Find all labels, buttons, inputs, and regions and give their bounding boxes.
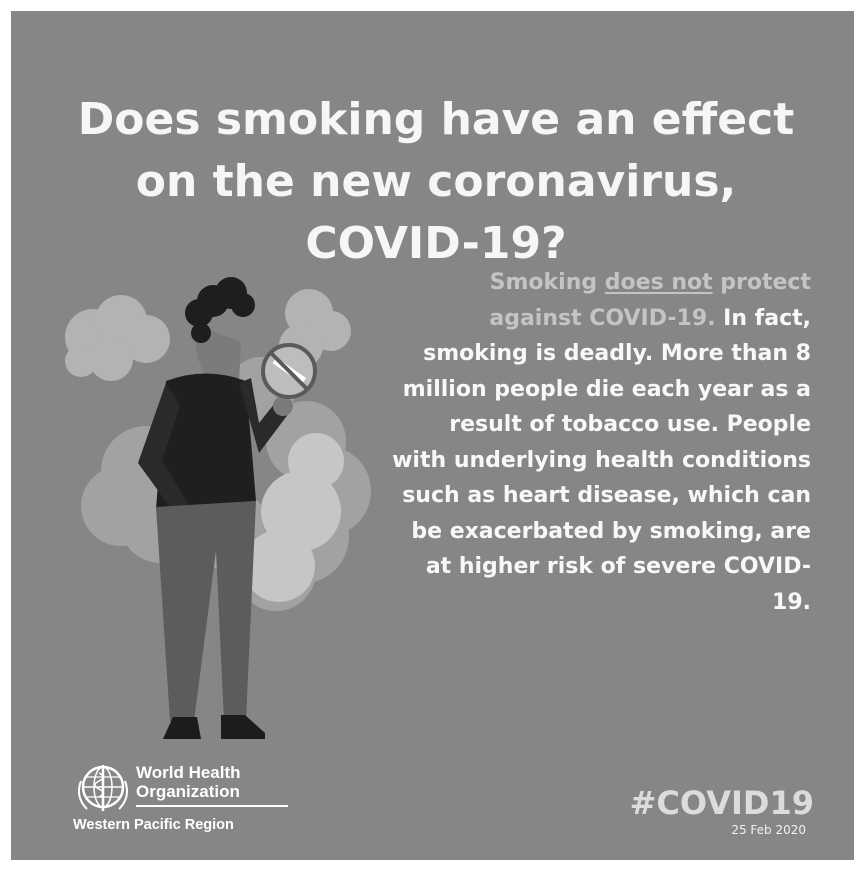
person-left-shoe bbox=[163, 717, 201, 739]
who-org-name-line2: Organization bbox=[136, 782, 240, 801]
poster-title: Does smoking have an effect on the new c… bbox=[77, 94, 795, 269]
body-highlight-start: Smoking bbox=[489, 270, 605, 295]
person-left-arm bbox=[138, 383, 190, 518]
who-logo: World Health Organization Western Pacifi… bbox=[73, 759, 288, 839]
publish-date: 25 Feb 2020 bbox=[731, 823, 806, 837]
smoking-person-illustration bbox=[65, 277, 371, 739]
who-divider bbox=[136, 805, 288, 807]
infographic-poster: Does smoking have an effect on the new c… bbox=[11, 11, 854, 860]
person-right-arm bbox=[239, 378, 289, 453]
who-region: Western Pacific Region bbox=[73, 817, 234, 833]
smoke-cloud-light bbox=[243, 433, 344, 602]
who-org-name: World Health Organization bbox=[136, 763, 241, 801]
body-main-text: In fact, smoking is deadly. More than 8 … bbox=[392, 305, 811, 615]
body-text: Smoking does not protect against COVID-1… bbox=[391, 265, 811, 620]
who-org-name-line1: World Health bbox=[136, 763, 241, 782]
body-highlight-underlined: does not bbox=[604, 270, 713, 295]
no-smoking-icon bbox=[261, 343, 317, 399]
person-right-shoe bbox=[221, 715, 265, 739]
hashtag: #COVID19 bbox=[629, 784, 814, 822]
body-highlight-end: protect against COVID-19. bbox=[489, 270, 811, 331]
person-torso bbox=[156, 373, 256, 509]
person-head bbox=[185, 277, 255, 396]
person-legs bbox=[156, 501, 256, 721]
who-emblem-icon bbox=[78, 765, 128, 811]
